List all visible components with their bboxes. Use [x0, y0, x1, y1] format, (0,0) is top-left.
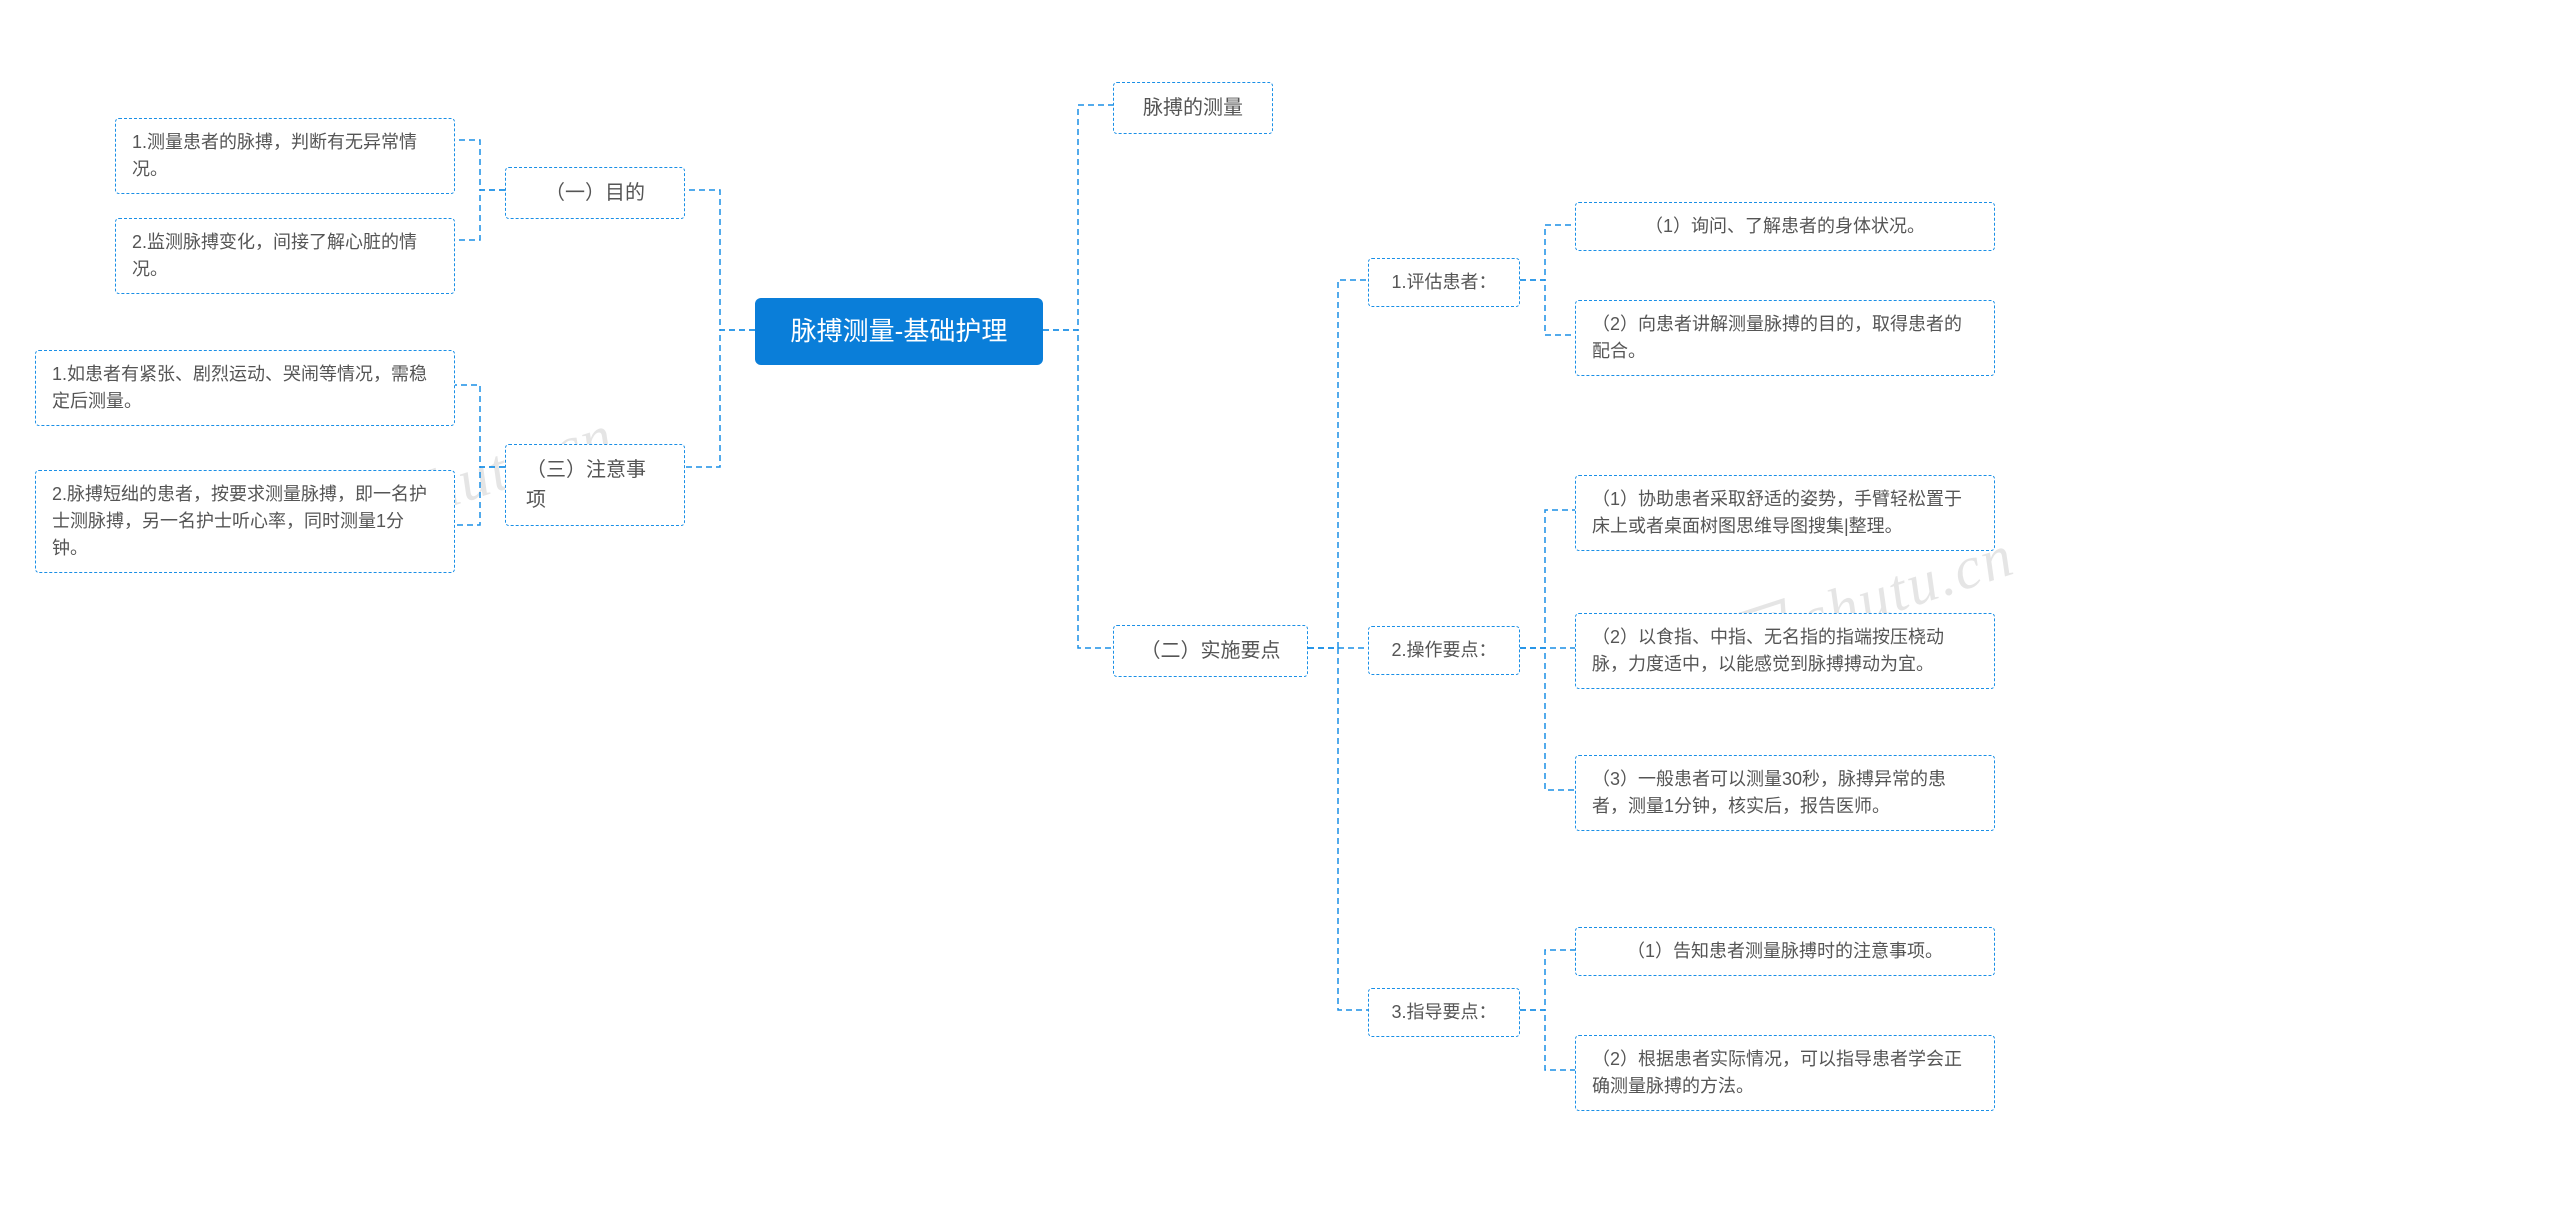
leaf-l1b[interactable]: 2.监测脉搏变化，间接了解心脏的情况。	[115, 218, 455, 294]
branch-caution[interactable]: （三）注意事项	[505, 444, 685, 526]
branch-purpose[interactable]: （一）目的	[505, 167, 685, 219]
leaf-r1b1[interactable]: （1）协助患者采取舒适的姿势，手臂轻松置于床上或者桌面树图思维导图搜集|整理。	[1575, 475, 1995, 551]
leaf-r1c2[interactable]: （2）根据患者实际情况，可以指导患者学会正确测量脉搏的方法。	[1575, 1035, 1995, 1111]
leaf-r1a2[interactable]: （2）向患者讲解测量脉搏的目的，取得患者的配合。	[1575, 300, 1995, 376]
branch-measure[interactable]: 脉搏的测量	[1113, 82, 1273, 134]
branch-implementation[interactable]: （二）实施要点	[1113, 625, 1308, 677]
leaf-r1c1[interactable]: （1）告知患者测量脉搏时的注意事项。	[1575, 927, 1995, 976]
branch-guide[interactable]: 3.指导要点：	[1368, 988, 1520, 1037]
root-node[interactable]: 脉搏测量-基础护理	[755, 298, 1043, 365]
branch-assess[interactable]: 1.评估患者：	[1368, 258, 1520, 307]
leaf-l2b[interactable]: 2.脉搏短绌的患者，按要求测量脉搏，即一名护士测脉搏，另一名护士听心率，同时测量…	[35, 470, 455, 573]
leaf-l1a[interactable]: 1.测量患者的脉搏，判断有无异常情况。	[115, 118, 455, 194]
leaf-r1b3[interactable]: （3）一般患者可以测量30秒，脉搏异常的患者，测量1分钟，核实后，报告医师。	[1575, 755, 1995, 831]
leaf-l2a[interactable]: 1.如患者有紧张、剧烈运动、哭闹等情况，需稳定后测量。	[35, 350, 455, 426]
branch-operate[interactable]: 2.操作要点：	[1368, 626, 1520, 675]
mindmap-canvas: 树图 shutu.cn 树图 shutu.cn 脉搏测量-基础护理 （一）目的	[0, 0, 2560, 1213]
leaf-r1a1[interactable]: （1）询问、了解患者的身体状况。	[1575, 202, 1995, 251]
leaf-r1b2[interactable]: （2）以食指、中指、无名指的指端按压桡动脉，力度适中，以能感觉到脉搏搏动为宜。	[1575, 613, 1995, 689]
